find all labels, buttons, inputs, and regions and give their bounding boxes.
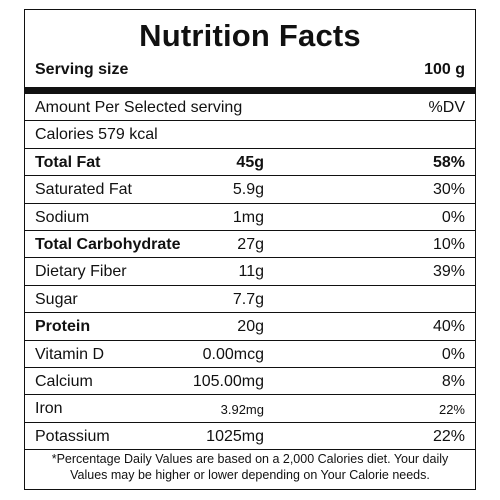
nutrient-amount: 11g (238, 263, 264, 281)
nutrient-dv: 58% (432, 153, 465, 171)
nutrient-amount: 105.00mg (192, 372, 264, 390)
nutrient-name: Vitamin D (35, 345, 105, 363)
nutrient-dv: 40% (432, 318, 465, 336)
nutrient-dv: 30% (432, 181, 465, 199)
nutrient-amount: 27g (237, 235, 264, 253)
nutrient-dv: 0% (441, 208, 465, 226)
nutrient-name: Dietary Fiber (35, 263, 127, 281)
nutrient-name: Protein (35, 318, 91, 336)
nutrient-dv: 22% (432, 427, 465, 445)
nutrient-name: Potassium (35, 427, 110, 445)
nutrient-amount: 20g (237, 318, 264, 336)
nutrient-amount: 7.7g (232, 290, 264, 308)
nutrient-dv: 39% (432, 263, 465, 281)
nutrient-amount: 3.92mg (220, 402, 264, 418)
nutrient-table: Amount Per Selected serving %DV Calories… (25, 94, 475, 451)
dv-header: %DV (428, 99, 465, 116)
nutrition-facts-label: Nutrition Facts Serving size 100 g Amoun… (24, 9, 476, 490)
nutrient-name: Sugar (35, 290, 78, 308)
thick-divider (25, 87, 475, 94)
calories-row: Calories 579 kcal (25, 121, 475, 149)
nutrient-row-dietary-fiber: Dietary Fiber 11g 39% (25, 258, 475, 286)
nutrient-name: Sodium (35, 208, 90, 226)
nutrient-amount: 5.9g (232, 181, 264, 199)
nutrient-row-total-carbohydrate: Total Carbohydrate 27g 10% (25, 231, 475, 259)
nutrient-name: Calcium (35, 372, 93, 390)
nutrient-row-iron: Iron 3.92mg 22% (25, 395, 475, 423)
nutrient-row-sugar: Sugar 7.7g (25, 286, 475, 314)
nutrient-row-sodium: Sodium 1mg 0% (25, 204, 475, 231)
nutrient-row-total-fat: Total Fat 45g 58% (25, 149, 475, 177)
nutrient-dv: 8% (441, 372, 465, 390)
nutrient-row-calcium: Calcium 105.00mg 8% (25, 368, 475, 396)
amount-header-row: Amount Per Selected serving %DV (25, 94, 475, 122)
nutrient-amount: 45g (236, 153, 264, 171)
nutrient-row-saturated-fat: Saturated Fat 5.9g 30% (25, 176, 475, 204)
nutrient-amount: 1mg (232, 208, 264, 226)
daily-value-footnote: *Percentage Daily Values are based on a … (51, 452, 449, 482)
amount-header: Amount Per Selected serving (35, 99, 243, 116)
nutrient-name: Total Fat (35, 153, 101, 171)
nutrient-dv: 0% (441, 345, 465, 363)
calories-text: Calories 579 kcal (35, 126, 158, 144)
nutrient-dv: 10% (432, 235, 465, 253)
nutrient-name: Total Carbohydrate (35, 235, 181, 253)
serving-size-label: Serving size (35, 61, 129, 78)
nutrient-row-protein: Protein 20g 40% (25, 313, 475, 341)
nutrient-dv: 22% (438, 402, 465, 418)
nutrient-name: Iron (35, 400, 63, 418)
nutrient-row-potassium: Potassium 1025mg 22% (25, 423, 475, 451)
nutrient-amount: 1025mg (206, 427, 264, 445)
label-title: Nutrition Facts (139, 18, 361, 53)
serving-size-value: 100 g (424, 61, 465, 78)
serving-size-row: Serving size 100 g (35, 61, 465, 83)
nutrient-amount: 0.00mcg (202, 345, 264, 363)
nutrient-name: Saturated Fat (35, 181, 132, 199)
nutrient-row-vitamin-d: Vitamin D 0.00mcg 0% (25, 341, 475, 368)
